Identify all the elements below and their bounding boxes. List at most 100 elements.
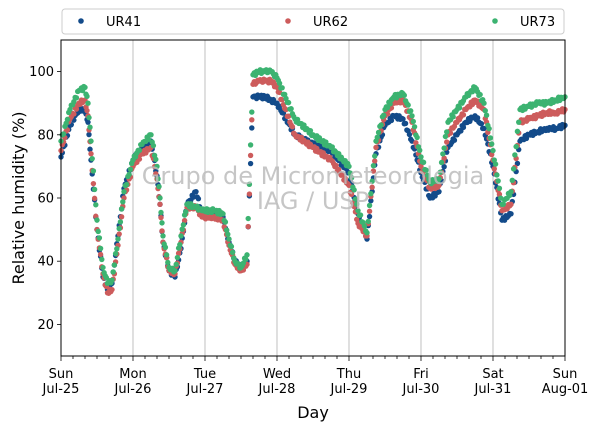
data-point <box>154 163 160 170</box>
data-point <box>357 212 364 218</box>
data-point <box>94 217 100 223</box>
data-point <box>112 250 119 257</box>
data-point <box>496 185 503 191</box>
data-point <box>160 233 166 239</box>
data-point <box>482 107 488 114</box>
data-point <box>100 264 106 271</box>
data-point <box>178 233 184 239</box>
data-point <box>87 124 93 130</box>
data-point <box>366 208 373 214</box>
data-point <box>355 207 361 214</box>
data-point <box>175 250 182 256</box>
data-point <box>288 106 294 112</box>
x-tick-date: Jul-25 <box>42 382 80 397</box>
data-point <box>245 223 251 230</box>
y-tick-label: 100 <box>29 65 54 80</box>
data-point <box>87 146 93 152</box>
data-point <box>401 92 407 99</box>
data-point <box>514 160 521 167</box>
data-point <box>282 91 288 98</box>
data-point <box>372 158 378 164</box>
data-point <box>93 202 99 208</box>
x-tick-day: Fri <box>413 367 429 382</box>
data-point <box>285 113 292 119</box>
data-point <box>486 125 492 132</box>
data-point <box>109 286 115 293</box>
data-point <box>109 277 115 283</box>
data-point <box>97 251 104 258</box>
data-point <box>165 259 171 266</box>
data-point <box>441 145 447 151</box>
data-point <box>90 180 97 187</box>
data-point <box>378 122 384 128</box>
data-point <box>88 138 94 144</box>
y-tick-label: 40 <box>37 255 54 270</box>
data-point <box>402 120 409 127</box>
x-tick-day: Sat <box>482 367 503 382</box>
data-point <box>96 235 103 241</box>
data-point <box>115 236 121 242</box>
legend-label-ur41: UR41 <box>106 15 141 30</box>
watermark-line-2: IAG / USP <box>257 187 369 215</box>
data-point <box>514 128 521 135</box>
data-point <box>88 151 94 157</box>
data-point <box>474 115 481 121</box>
data-point <box>179 226 185 232</box>
data-point <box>247 152 254 159</box>
data-point <box>495 178 501 184</box>
data-point <box>487 135 494 141</box>
data-point <box>436 188 442 195</box>
data-point <box>483 112 490 118</box>
data-point <box>516 119 522 125</box>
x-tick-day: Tue <box>193 367 216 382</box>
data-point <box>289 124 296 130</box>
y-axis: 20 40 60 80 100 <box>29 65 61 333</box>
data-point <box>148 132 154 138</box>
data-point <box>220 211 226 217</box>
data-point <box>414 134 420 141</box>
data-point <box>440 151 446 157</box>
data-point <box>365 218 371 225</box>
data-point <box>442 133 449 140</box>
data-point <box>163 252 170 258</box>
x-tick-date: Jul-27 <box>186 382 224 397</box>
data-point <box>222 219 229 225</box>
data-point <box>110 269 116 275</box>
data-point <box>85 119 91 125</box>
data-point <box>173 261 179 268</box>
data-point <box>508 188 514 195</box>
data-point <box>352 196 359 202</box>
x-tick-date: Jul-31 <box>474 382 512 397</box>
data-point <box>410 118 416 125</box>
data-point <box>329 144 335 150</box>
data-point <box>223 227 230 233</box>
data-point <box>156 183 162 190</box>
data-point <box>117 219 124 225</box>
data-point <box>95 228 101 235</box>
data-point <box>510 166 517 172</box>
data-point <box>155 176 161 182</box>
data-point <box>276 80 283 86</box>
data-point <box>478 120 485 127</box>
x-tick-date: Aug-01 <box>542 382 589 397</box>
data-point <box>159 220 165 226</box>
x-tick-day: Thu <box>336 367 361 382</box>
data-point <box>307 127 314 134</box>
data-point <box>460 112 467 118</box>
data-point <box>348 175 355 181</box>
data-point <box>243 256 249 262</box>
data-point <box>73 95 80 101</box>
data-point <box>249 109 255 115</box>
data-point <box>437 169 443 175</box>
y-tick-label: 80 <box>37 128 54 143</box>
data-point <box>375 129 382 136</box>
data-point <box>174 254 181 261</box>
data-point <box>86 114 92 121</box>
legend-marker-ur62 <box>285 18 291 24</box>
data-point <box>85 100 91 106</box>
data-point <box>420 159 427 166</box>
data-point <box>249 125 255 131</box>
data-point <box>460 124 467 131</box>
plot-area: Grupo de Micrometeorologia IAG / USP <box>58 39 568 357</box>
